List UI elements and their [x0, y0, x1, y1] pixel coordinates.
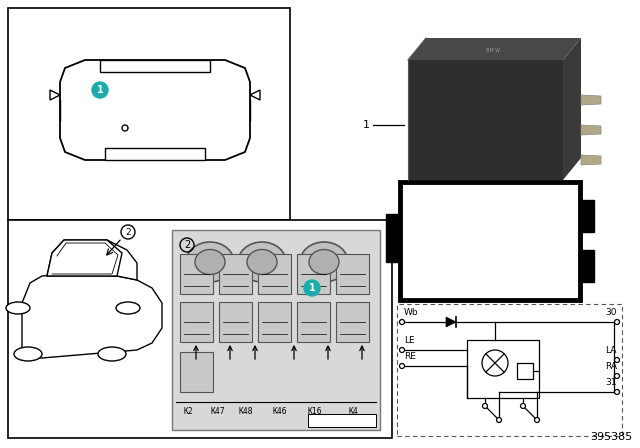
Text: K16: K16	[308, 406, 323, 415]
Circle shape	[534, 418, 540, 422]
Circle shape	[92, 82, 108, 98]
Bar	[258, 254, 291, 294]
Text: K46: K46	[273, 406, 287, 415]
Polygon shape	[581, 125, 601, 135]
Text: K4: K4	[348, 406, 358, 415]
Circle shape	[399, 348, 404, 353]
Text: 30: 30	[408, 235, 420, 245]
Text: Wb: Wb	[404, 307, 419, 316]
Polygon shape	[446, 317, 456, 327]
Bar	[467, 340, 539, 398]
Polygon shape	[581, 155, 601, 165]
Text: 1: 1	[362, 120, 369, 130]
Bar	[580, 250, 594, 282]
Ellipse shape	[98, 347, 126, 361]
Bar	[517, 363, 533, 379]
Circle shape	[614, 319, 620, 324]
Ellipse shape	[6, 302, 30, 314]
Circle shape	[614, 389, 620, 395]
Text: 2: 2	[125, 228, 131, 237]
Circle shape	[614, 374, 620, 379]
Polygon shape	[47, 240, 122, 276]
Bar	[400, 182, 580, 300]
Text: K48: K48	[239, 406, 253, 415]
Circle shape	[497, 418, 502, 422]
Bar	[386, 214, 400, 262]
Bar	[219, 302, 252, 342]
Ellipse shape	[247, 250, 277, 275]
Ellipse shape	[309, 250, 339, 275]
Circle shape	[614, 358, 620, 362]
Bar	[408, 60, 563, 180]
Ellipse shape	[238, 242, 286, 282]
Text: 2: 2	[184, 240, 190, 250]
Text: 1: 1	[97, 85, 104, 95]
Text: 395385: 395385	[589, 432, 632, 442]
Bar	[308, 414, 376, 427]
Polygon shape	[105, 148, 205, 160]
Circle shape	[304, 280, 320, 296]
Bar	[336, 254, 369, 294]
Ellipse shape	[300, 242, 348, 282]
Text: K2: K2	[183, 406, 193, 415]
Bar	[172, 230, 380, 430]
Text: LE: LE	[404, 336, 415, 345]
Bar	[297, 302, 330, 342]
Text: RE: RE	[524, 253, 538, 263]
Bar	[180, 254, 213, 294]
Text: K47: K47	[211, 406, 225, 415]
Circle shape	[520, 404, 525, 409]
Text: 501216011: 501216011	[321, 416, 364, 425]
Bar	[297, 254, 330, 294]
Text: LA: LA	[493, 242, 507, 252]
Text: RE: RE	[404, 352, 416, 361]
Polygon shape	[47, 240, 137, 280]
Bar	[8, 8, 290, 220]
Text: LE: LE	[483, 194, 497, 207]
Polygon shape	[60, 60, 250, 160]
Text: Wb: Wb	[410, 247, 427, 257]
Bar	[8, 220, 392, 438]
Text: 1: 1	[308, 283, 316, 293]
Text: RA: RA	[605, 362, 617, 370]
Bar	[180, 352, 213, 392]
Bar	[336, 302, 369, 342]
Ellipse shape	[14, 347, 42, 361]
Polygon shape	[408, 38, 581, 60]
Text: BM W: BM W	[486, 47, 500, 52]
Bar	[180, 302, 213, 342]
Circle shape	[399, 319, 404, 324]
Polygon shape	[581, 95, 601, 105]
Bar	[258, 302, 291, 342]
Polygon shape	[250, 90, 260, 100]
Text: 31: 31	[465, 274, 479, 284]
Polygon shape	[22, 273, 162, 358]
Polygon shape	[100, 60, 210, 72]
Circle shape	[483, 404, 488, 409]
Polygon shape	[50, 90, 60, 100]
Bar	[397, 304, 622, 436]
Ellipse shape	[116, 302, 140, 314]
Circle shape	[399, 363, 404, 369]
Text: 31: 31	[605, 378, 617, 387]
Circle shape	[482, 350, 508, 376]
Ellipse shape	[195, 250, 225, 275]
Text: RA: RA	[459, 242, 473, 252]
Ellipse shape	[186, 242, 234, 282]
Bar	[219, 254, 252, 294]
Bar	[580, 200, 594, 232]
Text: 30: 30	[605, 307, 617, 316]
Polygon shape	[563, 38, 581, 180]
Text: LA: LA	[605, 345, 617, 354]
